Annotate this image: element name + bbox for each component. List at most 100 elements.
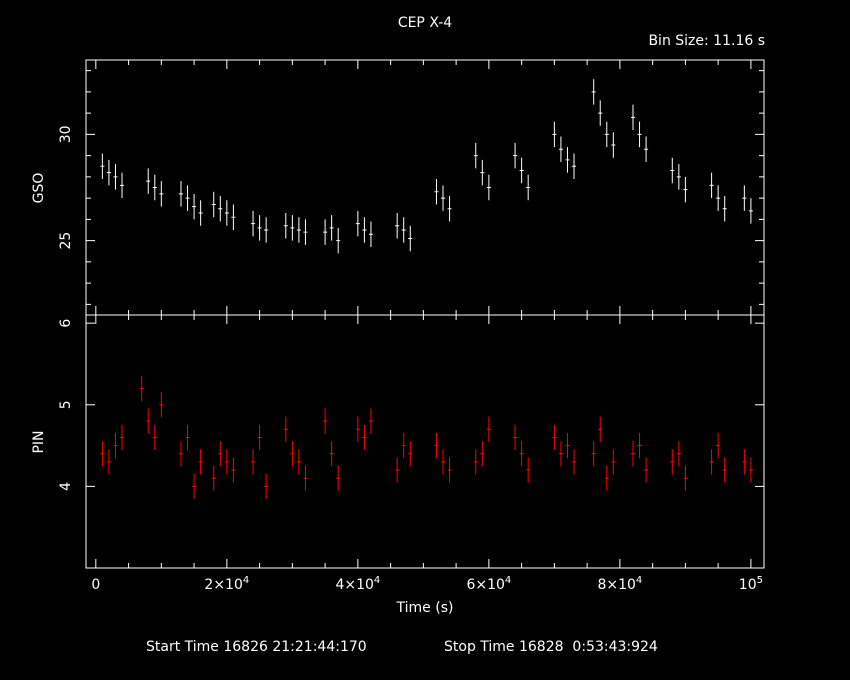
pin-data-point	[218, 441, 223, 467]
time-xtick-label: 0	[91, 577, 100, 593]
pin-data-point	[152, 424, 157, 451]
pin-data-point	[355, 416, 360, 442]
pin-data-point	[644, 457, 649, 483]
gso-data-point	[224, 200, 229, 226]
gso-data-point	[106, 159, 111, 186]
gso-data-point	[473, 142, 478, 169]
time-xtick-label: 6×104	[466, 575, 511, 593]
gso-data-point	[526, 174, 531, 201]
gso-data-point	[598, 100, 603, 126]
pin-data-point	[683, 465, 688, 491]
pin-data-point	[670, 449, 675, 475]
pin-ytick-label: 6	[58, 319, 74, 328]
gso-data-point	[611, 132, 616, 158]
gso-data-point	[552, 121, 557, 148]
gso-data-point	[159, 181, 164, 207]
pin-data-point	[519, 441, 524, 467]
pin-data-point	[329, 441, 334, 467]
gso-data-point	[441, 185, 446, 211]
gso-data-point	[591, 79, 596, 105]
gso-data-point	[231, 204, 236, 230]
gso-axis-label: GSO	[31, 173, 47, 204]
gso-data-point	[519, 157, 524, 184]
gso-data-point	[192, 193, 197, 220]
gso-series	[100, 79, 753, 254]
pin-data-point	[192, 473, 197, 500]
time-xtick-label: 4×104	[335, 575, 380, 593]
gso-data-point	[722, 196, 727, 222]
gso-data-point	[480, 159, 485, 186]
gso-data-point	[303, 219, 308, 245]
pin-data-point	[611, 449, 616, 475]
pin-data-point	[637, 432, 642, 459]
pin-data-point	[139, 375, 144, 402]
pin-data-point	[676, 441, 681, 467]
gso-data-point	[604, 121, 609, 148]
time-xtick-label: 2×104	[204, 575, 249, 593]
pin-data-point	[323, 408, 328, 434]
pin-data-point	[368, 408, 373, 434]
pin-panel-frame	[85, 314, 765, 569]
gso-data-point	[395, 213, 400, 239]
gso-data-point	[178, 181, 183, 207]
pin-axis-label: PIN	[31, 430, 47, 453]
gso-data-point	[513, 142, 518, 169]
pin-ytick-label: 4	[58, 482, 74, 491]
pin-data-point	[178, 441, 183, 467]
gso-axis-ticks	[86, 60, 764, 315]
pin-data-point	[100, 441, 105, 467]
gso-data-point	[336, 227, 341, 254]
pin-ytick-label: 5	[58, 400, 74, 409]
pin-data-point	[408, 441, 413, 467]
pin-data-point	[748, 457, 753, 483]
gso-data-point	[447, 196, 452, 222]
gso-data-point	[401, 217, 406, 243]
pin-data-point	[159, 392, 164, 418]
gso-data-point	[198, 200, 203, 226]
gso-data-point	[120, 172, 125, 199]
gso-data-point	[251, 210, 256, 237]
pin-data-point	[296, 449, 301, 475]
gso-data-point	[329, 215, 334, 241]
gso-data-point	[257, 215, 262, 241]
gso-data-point	[742, 185, 747, 211]
gso-data-point	[558, 136, 563, 162]
pin-data-point	[283, 416, 288, 442]
gso-data-point	[113, 164, 118, 190]
pin-data-point	[120, 424, 125, 451]
pin-data-point	[558, 441, 563, 467]
pin-data-point	[185, 424, 190, 451]
gso-data-point	[670, 157, 675, 184]
pin-data-point	[598, 416, 603, 442]
pin-data-point	[441, 449, 446, 475]
pin-data-point	[513, 424, 518, 451]
gso-data-point	[355, 210, 360, 237]
pin-data-point	[251, 449, 256, 475]
time-xtick-label: 105	[739, 575, 763, 593]
pin-series	[100, 375, 753, 500]
stop-time-label: Stop Time 16828 0:53:43:924	[444, 639, 658, 655]
gso-data-point	[185, 185, 190, 211]
pin-data-point	[362, 424, 367, 451]
gso-data-point	[368, 221, 373, 247]
pin-data-point	[565, 432, 570, 459]
gso-data-point	[211, 191, 216, 218]
pin-data-point	[211, 465, 216, 491]
pin-data-point	[257, 424, 262, 451]
pin-data-point	[486, 416, 491, 442]
gso-data-point	[716, 185, 721, 211]
pin-data-point	[401, 432, 406, 459]
gso-data-point	[152, 174, 157, 201]
pin-data-point	[434, 432, 439, 459]
pin-data-point	[722, 457, 727, 483]
pin-data-point	[146, 408, 151, 434]
bin-size-label: Bin Size: 11.16 s	[648, 33, 765, 49]
pin-data-point	[224, 449, 229, 475]
gso-data-point	[218, 196, 223, 222]
pin-data-point	[526, 457, 531, 483]
pin-data-point	[742, 449, 747, 475]
chart-title: CEP X-4	[398, 15, 452, 31]
gso-data-point	[100, 153, 105, 179]
start-time-label: Start Time 16826 21:21:44:170	[146, 639, 367, 655]
pin-data-point	[113, 432, 118, 459]
